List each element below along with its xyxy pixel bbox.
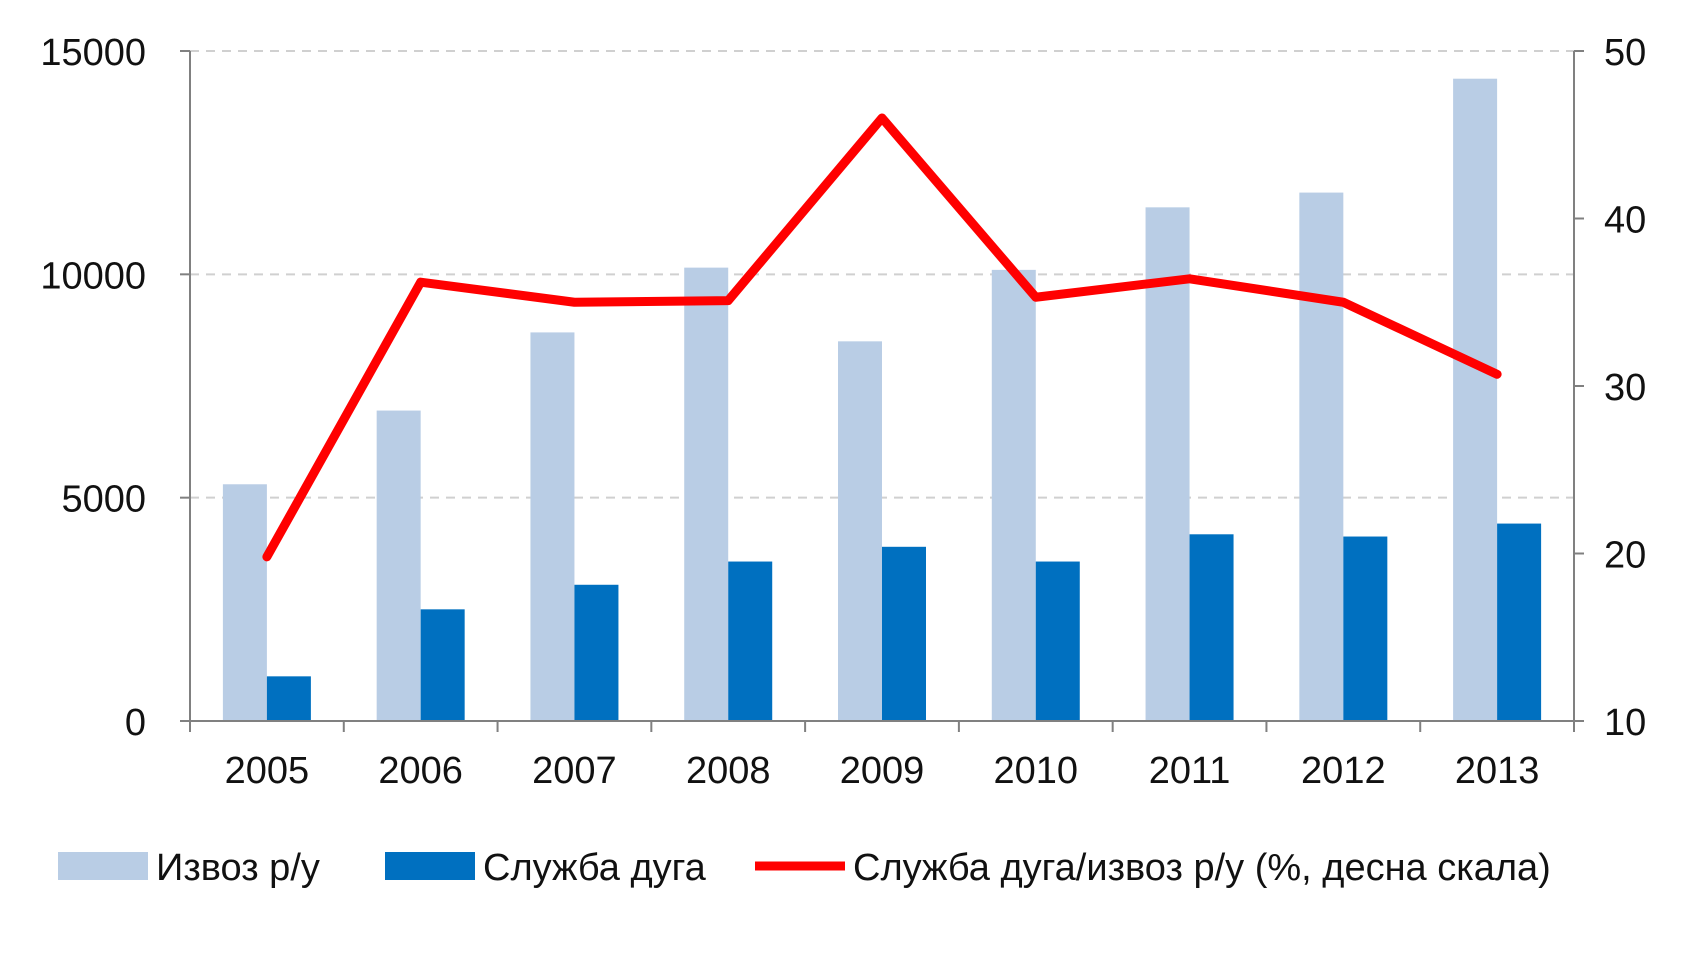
x-tick-label: 2011 [1149, 750, 1231, 792]
legend-item-export: Извоз р/у [58, 847, 320, 889]
bar-export [991, 269, 1036, 721]
x-tick-label: 2010 [994, 750, 1079, 792]
bar-export [1299, 192, 1344, 722]
bar-export [1145, 207, 1190, 722]
legend-swatch [58, 852, 148, 880]
y-right-tick-label: 30 [1604, 367, 1646, 409]
x-tick-label: 2006 [378, 750, 463, 792]
legend: Извоз р/у Служба дуга Служба дуга/извоз р/… [58, 847, 1551, 889]
legend-item-ratio: Служба дуга/извоз р/у (%, десна скала) [755, 847, 1551, 889]
y-right-tick-label: 20 [1604, 535, 1646, 577]
legend-label: Извоз р/у [156, 847, 320, 889]
x-tick-label: 2012 [1301, 750, 1386, 792]
bar-debt-service [266, 676, 311, 721]
bar-debt-service [1189, 534, 1234, 721]
x-tick-label: 2007 [532, 750, 617, 792]
bar-debt-service [882, 546, 926, 721]
bars-layer [222, 78, 1542, 722]
bar-debt-service [728, 561, 773, 721]
legend-item-debt-service: Служба дуга [385, 847, 707, 889]
bar-export [1453, 78, 1498, 721]
y-right-tick-label: 40 [1604, 200, 1646, 242]
y-left-tick-label: 15000 [40, 32, 146, 74]
bar-export [530, 332, 575, 721]
line-layer [262, 113, 1502, 562]
labels-layer: 0 5000 10000 15000 10 20 30 40 50 2005 2006 2007 200… [40, 32, 1646, 792]
x-tick-label: 2009 [840, 750, 925, 792]
bar-export [222, 484, 267, 721]
x-tick-label: 2005 [225, 750, 310, 792]
x-tick-label: 2008 [686, 750, 771, 792]
bar-debt-service [1497, 523, 1542, 721]
legend-label: Служба дуга/извоз р/у (%, десна скала) [853, 847, 1551, 889]
legend-swatch [385, 852, 475, 880]
bar-debt-service [420, 609, 465, 721]
y-left-tick-label: 10000 [40, 255, 146, 297]
y-left-tick-label: 0 [125, 702, 146, 744]
bar-export [376, 410, 421, 721]
x-tick-label: 2013 [1455, 750, 1540, 792]
y-right-tick-label: 10 [1604, 702, 1646, 744]
y-right-tick-label: 50 [1604, 32, 1646, 74]
bar-debt-service [574, 584, 619, 721]
legend-label: Служба дуга [483, 847, 707, 889]
bar-export [684, 267, 729, 721]
series-line-ratio [262, 113, 1502, 562]
bar-export [838, 341, 882, 721]
bar-debt-service [1343, 536, 1388, 721]
bar-debt-service [1035, 561, 1080, 721]
axes-layer [180, 50, 1584, 732]
y-left-tick-label: 5000 [61, 479, 146, 521]
